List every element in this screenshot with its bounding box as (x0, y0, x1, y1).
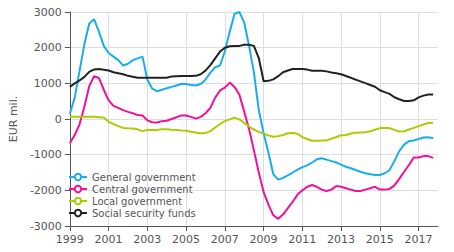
svg-text:2017: 2017 (405, 233, 433, 246)
svg-text:2003: 2003 (133, 233, 161, 246)
svg-text:2005: 2005 (172, 233, 200, 246)
svg-text:1999: 1999 (56, 233, 84, 246)
svg-text:Local government: Local government (92, 196, 182, 207)
svg-text:2007: 2007 (211, 233, 239, 246)
svg-text:EUR mil.: EUR mil. (7, 96, 20, 142)
svg-text:2000: 2000 (34, 41, 62, 54)
svg-text:1000: 1000 (34, 77, 62, 90)
svg-text:2015: 2015 (366, 233, 394, 246)
svg-text:2011: 2011 (288, 233, 316, 246)
svg-text:0: 0 (55, 113, 62, 126)
svg-text:2013: 2013 (327, 233, 355, 246)
svg-text:Social security funds: Social security funds (92, 208, 196, 219)
svg-text:2001: 2001 (95, 233, 123, 246)
svg-text:General government: General government (92, 172, 196, 183)
svg-text:3000: 3000 (34, 6, 62, 19)
svg-text:2009: 2009 (250, 233, 278, 246)
svg-text:-1000: -1000 (30, 148, 62, 161)
svg-text:Central government: Central government (92, 184, 193, 195)
svg-text:-3000: -3000 (30, 220, 62, 233)
svg-text:-2000: -2000 (30, 184, 62, 197)
